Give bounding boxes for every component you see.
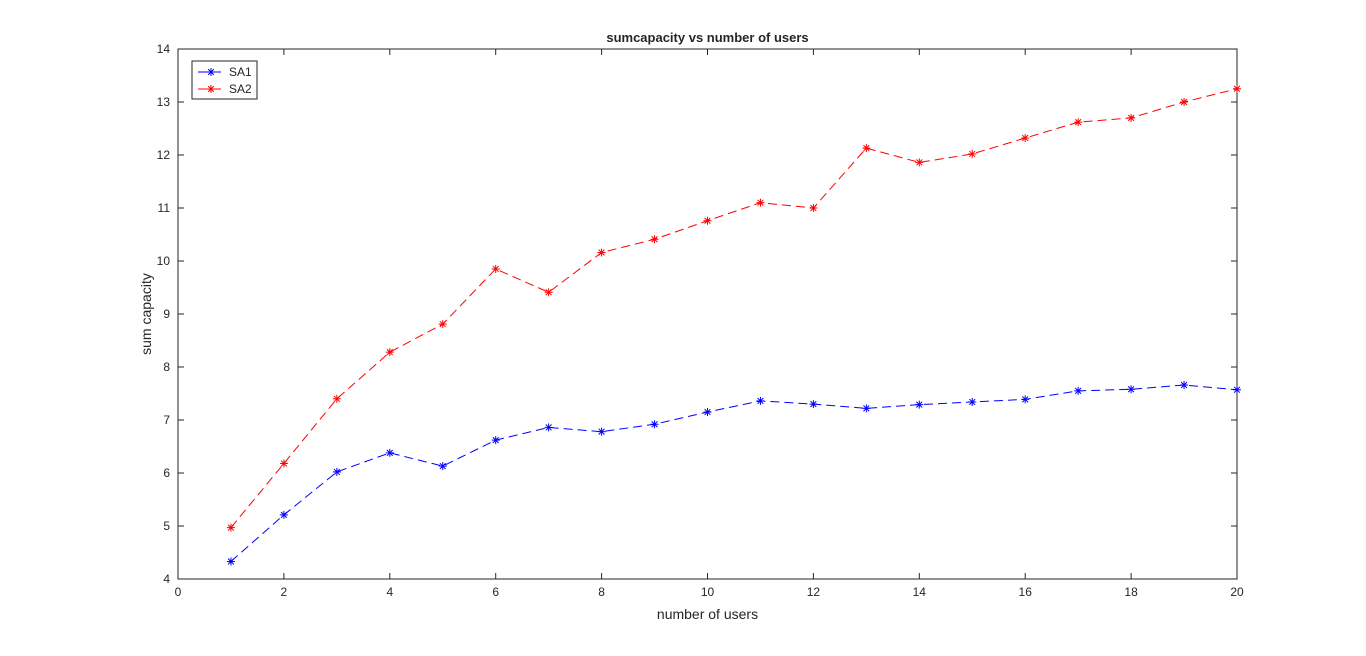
data-point-sa2 xyxy=(332,394,341,403)
data-point-sa2 xyxy=(968,149,977,158)
data-point-sa1 xyxy=(968,397,977,406)
chart-title: sumcapacity vs number of users xyxy=(606,30,808,45)
data-point-sa2 xyxy=(1074,118,1083,127)
legend-label-sa2: SA2 xyxy=(229,82,252,96)
data-point-sa1 xyxy=(544,423,553,432)
x-tick-label: 2 xyxy=(281,585,288,599)
x-tick-label: 0 xyxy=(175,585,182,599)
data-point-sa1 xyxy=(279,510,288,519)
data-point-sa2 xyxy=(915,158,924,167)
data-point-sa2 xyxy=(279,459,288,468)
data-point-sa2 xyxy=(1180,98,1189,106)
legend-box xyxy=(191,60,258,100)
series-line-sa2 xyxy=(230,88,1238,528)
data-point-sa2 xyxy=(597,248,606,257)
x-tick-label: 6 xyxy=(492,585,499,599)
data-point-sa2 xyxy=(491,264,500,273)
y-tick-label: 9 xyxy=(163,307,170,321)
data-point-sa2 xyxy=(703,216,712,225)
legend-label-sa1: SA1 xyxy=(229,65,252,79)
legend-marker-sa2 xyxy=(207,85,215,93)
x-tick-label: 18 xyxy=(1124,585,1138,599)
plot-area xyxy=(177,48,1238,580)
x-tick-label: 8 xyxy=(598,585,605,599)
data-point-sa2 xyxy=(862,144,871,153)
data-point-sa1 xyxy=(915,400,924,409)
data-point-sa1 xyxy=(226,557,235,566)
x-tick-label: 4 xyxy=(386,585,393,599)
y-tick-label: 7 xyxy=(163,413,170,427)
data-point-sa1 xyxy=(1127,385,1136,394)
data-point-sa2 xyxy=(650,235,659,244)
data-point-sa2 xyxy=(226,523,235,532)
data-point-sa1 xyxy=(1074,386,1083,395)
x-tick-label: 16 xyxy=(1019,585,1033,599)
x-axis-label: number of users xyxy=(657,606,758,622)
data-point-sa2 xyxy=(1021,134,1030,143)
data-point-sa1 xyxy=(1021,395,1030,404)
data-point-sa1 xyxy=(862,404,871,413)
y-tick-label: 5 xyxy=(163,519,170,533)
data-point-sa2 xyxy=(385,348,394,357)
data-point-sa1 xyxy=(650,420,659,429)
legend-item-sa2: SA2 xyxy=(198,82,252,96)
x-tick-label: 10 xyxy=(701,585,715,599)
data-point-sa2 xyxy=(1233,84,1241,93)
data-point-sa2 xyxy=(756,198,765,207)
y-tick-label: 8 xyxy=(163,360,170,374)
legend-item-sa1: SA1 xyxy=(198,65,252,79)
data-point-sa1 xyxy=(756,396,765,405)
x-tick-label: 20 xyxy=(1230,585,1244,599)
y-tick-label: 12 xyxy=(157,148,171,162)
y-tick-label: 13 xyxy=(157,95,171,109)
data-point-sa2 xyxy=(1127,113,1136,122)
data-point-sa2 xyxy=(438,320,447,329)
y-tick-label: 11 xyxy=(158,201,171,215)
data-point-sa2 xyxy=(544,288,553,297)
data-point-sa2 xyxy=(809,204,818,212)
data-point-sa1 xyxy=(703,408,712,417)
x-tick-label: 14 xyxy=(913,585,927,599)
legend-marker-sa1 xyxy=(207,68,215,76)
y-tick-label: 14 xyxy=(157,42,171,56)
series-line-sa1 xyxy=(230,384,1238,562)
y-tick-label: 6 xyxy=(163,466,170,480)
y-axis-label: sum capacity xyxy=(138,273,154,355)
y-tick-label: 4 xyxy=(163,572,170,586)
data-point-sa1 xyxy=(438,462,447,471)
data-point-sa1 xyxy=(597,427,606,436)
data-point-sa1 xyxy=(332,467,341,476)
data-point-sa1 xyxy=(1180,381,1189,390)
data-point-sa1 xyxy=(1233,385,1241,394)
x-tick-label: 12 xyxy=(807,585,821,599)
data-point-sa1 xyxy=(385,448,394,457)
data-point-sa1 xyxy=(809,400,818,409)
data-point-sa1 xyxy=(491,436,500,445)
y-tick-label: 10 xyxy=(157,254,171,268)
